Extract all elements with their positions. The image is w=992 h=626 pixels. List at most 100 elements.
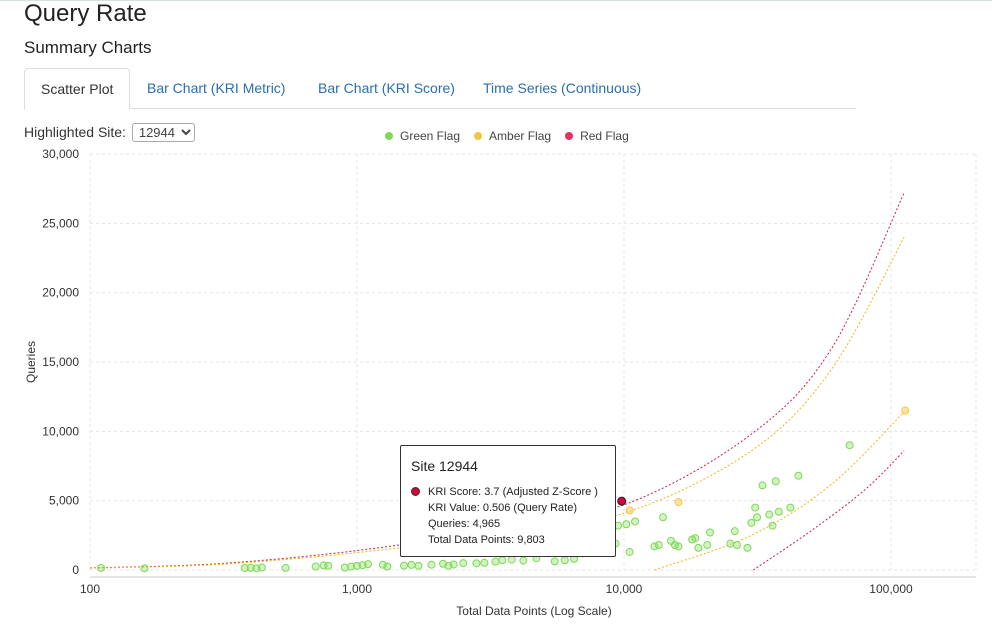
green-flag-point <box>733 541 742 550</box>
section-subtitle: Summary Charts <box>24 38 152 57</box>
green-flag-point <box>140 564 149 573</box>
legend-red-dot <box>565 132 574 140</box>
legend-amber-label: Amber Flag <box>489 129 552 143</box>
green-flag-point <box>765 510 774 519</box>
green-flag-point <box>747 518 756 527</box>
site-tooltip: Site 12944 KRI Score: 3.7 (Adjusted Z-Sc… <box>400 445 616 557</box>
tooltip-kri-score: KRI Score: 3.7 (Adjusted Z-Score ) <box>411 484 605 500</box>
y-tick-label: 5,000 <box>49 494 79 508</box>
green-flag-point <box>550 557 559 566</box>
y-tick-label: 30,000 <box>42 147 79 161</box>
green-flag-point <box>246 563 255 572</box>
y-tick-label: 0 <box>72 563 79 577</box>
legend-green-dot <box>385 132 393 140</box>
legend-green-flag[interactable]: Green Flag <box>385 129 460 143</box>
green-flag-point <box>703 541 712 550</box>
green-flag-point <box>706 528 715 537</box>
green-flag-point <box>650 542 659 551</box>
green-flag-point <box>771 477 780 486</box>
highlighted-site-select[interactable]: 12944 <box>131 123 195 142</box>
green-flag-point <box>726 539 735 548</box>
green-flag-point <box>691 534 700 543</box>
tab-time-series-continuous[interactable]: Time Series (Continuous) <box>483 80 642 96</box>
green-flag-point <box>378 560 387 569</box>
legend-red-label: Red Flag <box>580 129 629 143</box>
tooltip-queries: Queries: 4,965 <box>428 518 501 530</box>
green-flag-point <box>758 481 767 490</box>
y-tick-label: 25,000 <box>42 216 79 230</box>
tooltip-kri-value: KRI Value: 0.506 (Query Rate) <box>428 502 577 514</box>
green-flag-point <box>364 560 373 569</box>
bound-line-2 <box>654 411 905 571</box>
green-flag-point <box>383 562 392 571</box>
legend-amber-flag[interactable]: Amber Flag <box>474 129 551 143</box>
y-tick-label: 10,000 <box>42 424 79 438</box>
tooltip-title: Site 12944 <box>411 458 478 474</box>
x-tick-label: 1,000 <box>342 582 372 596</box>
green-flag-point <box>97 563 106 572</box>
green-flag-point <box>400 561 409 570</box>
chart-legend: Green Flag Amber Flag Red Flag <box>385 129 629 143</box>
green-flag-point <box>324 561 333 570</box>
x-tick-label: 10,000 <box>606 582 643 596</box>
tab-bar-chart-kri-metric[interactable]: Bar Chart (KRI Metric) <box>147 80 286 96</box>
green-flag-point <box>774 507 783 516</box>
green-flag-point <box>730 527 739 536</box>
green-flag-point <box>240 564 249 573</box>
green-flag-point <box>257 563 266 572</box>
highlighted-site-label: Highlighted Site: <box>24 124 126 140</box>
green-flag-point <box>743 543 752 552</box>
legend-red-flag[interactable]: Red Flag <box>565 129 629 143</box>
y-tick-label: 20,000 <box>42 286 79 300</box>
green-flag-point <box>631 517 640 526</box>
x-axis-label: Total Data Points (Log Scale) <box>456 604 611 618</box>
green-flag-point <box>459 559 468 568</box>
tooltip-line-0: KRI Score: 3.7 (Adjusted Z-Score ) <box>428 486 598 498</box>
green-flag-point <box>674 542 683 551</box>
green-flag-point <box>751 503 760 512</box>
y-axis-label: Queries <box>24 341 38 383</box>
chart-tabs: Scatter Plot Bar Chart (KRI Metric) Bar … <box>24 68 856 110</box>
green-flag-point <box>353 561 361 570</box>
amber-flag-point <box>674 498 683 507</box>
green-flag-point <box>427 560 436 569</box>
green-flag-point <box>519 556 528 565</box>
tab-scatter-plot[interactable]: Scatter Plot <box>24 68 131 110</box>
green-flag-point <box>753 513 762 522</box>
x-tick-label: 100,000 <box>869 582 913 596</box>
green-flag-point <box>340 563 349 572</box>
tooltip-total-data-points: Total Data Points: 9,803 <box>428 534 545 546</box>
green-flag-point <box>491 557 500 566</box>
red-flag-point <box>617 496 627 506</box>
amber-flag-point <box>625 506 634 515</box>
green-flag-point <box>472 559 481 568</box>
green-flag-point <box>768 521 777 530</box>
green-flag-point <box>659 513 668 522</box>
green-flag-point <box>786 503 795 512</box>
green-flag-point <box>560 556 569 565</box>
green-flag-point <box>625 547 634 556</box>
highlighted-site-row: Highlighted Site: 12944 <box>24 123 195 142</box>
top-border <box>0 0 992 1</box>
legend-green-label: Green Flag <box>400 129 461 143</box>
green-flag-point <box>480 558 489 567</box>
green-flag-point <box>347 562 356 571</box>
green-flag-point <box>507 555 516 564</box>
green-flag-point <box>794 471 803 480</box>
green-flag-point <box>498 556 507 565</box>
green-flag-point <box>414 561 423 570</box>
green-flag-point <box>281 563 290 572</box>
green-flag-point <box>407 560 416 569</box>
tab-bar-chart-kri-score[interactable]: Bar Chart (KRI Score) <box>318 80 455 96</box>
tooltip-red-dot <box>411 487 420 496</box>
green-flag-point <box>654 541 663 550</box>
green-flag-point <box>449 560 458 569</box>
y-tick-label: 15,000 <box>42 355 79 369</box>
green-flag-point <box>845 441 854 450</box>
page-title: Query Rate <box>24 0 147 27</box>
legend-amber-dot <box>474 132 483 140</box>
x-tick-label: 100 <box>80 582 100 596</box>
bound-line-3 <box>753 450 905 571</box>
green-flag-point <box>311 562 320 571</box>
